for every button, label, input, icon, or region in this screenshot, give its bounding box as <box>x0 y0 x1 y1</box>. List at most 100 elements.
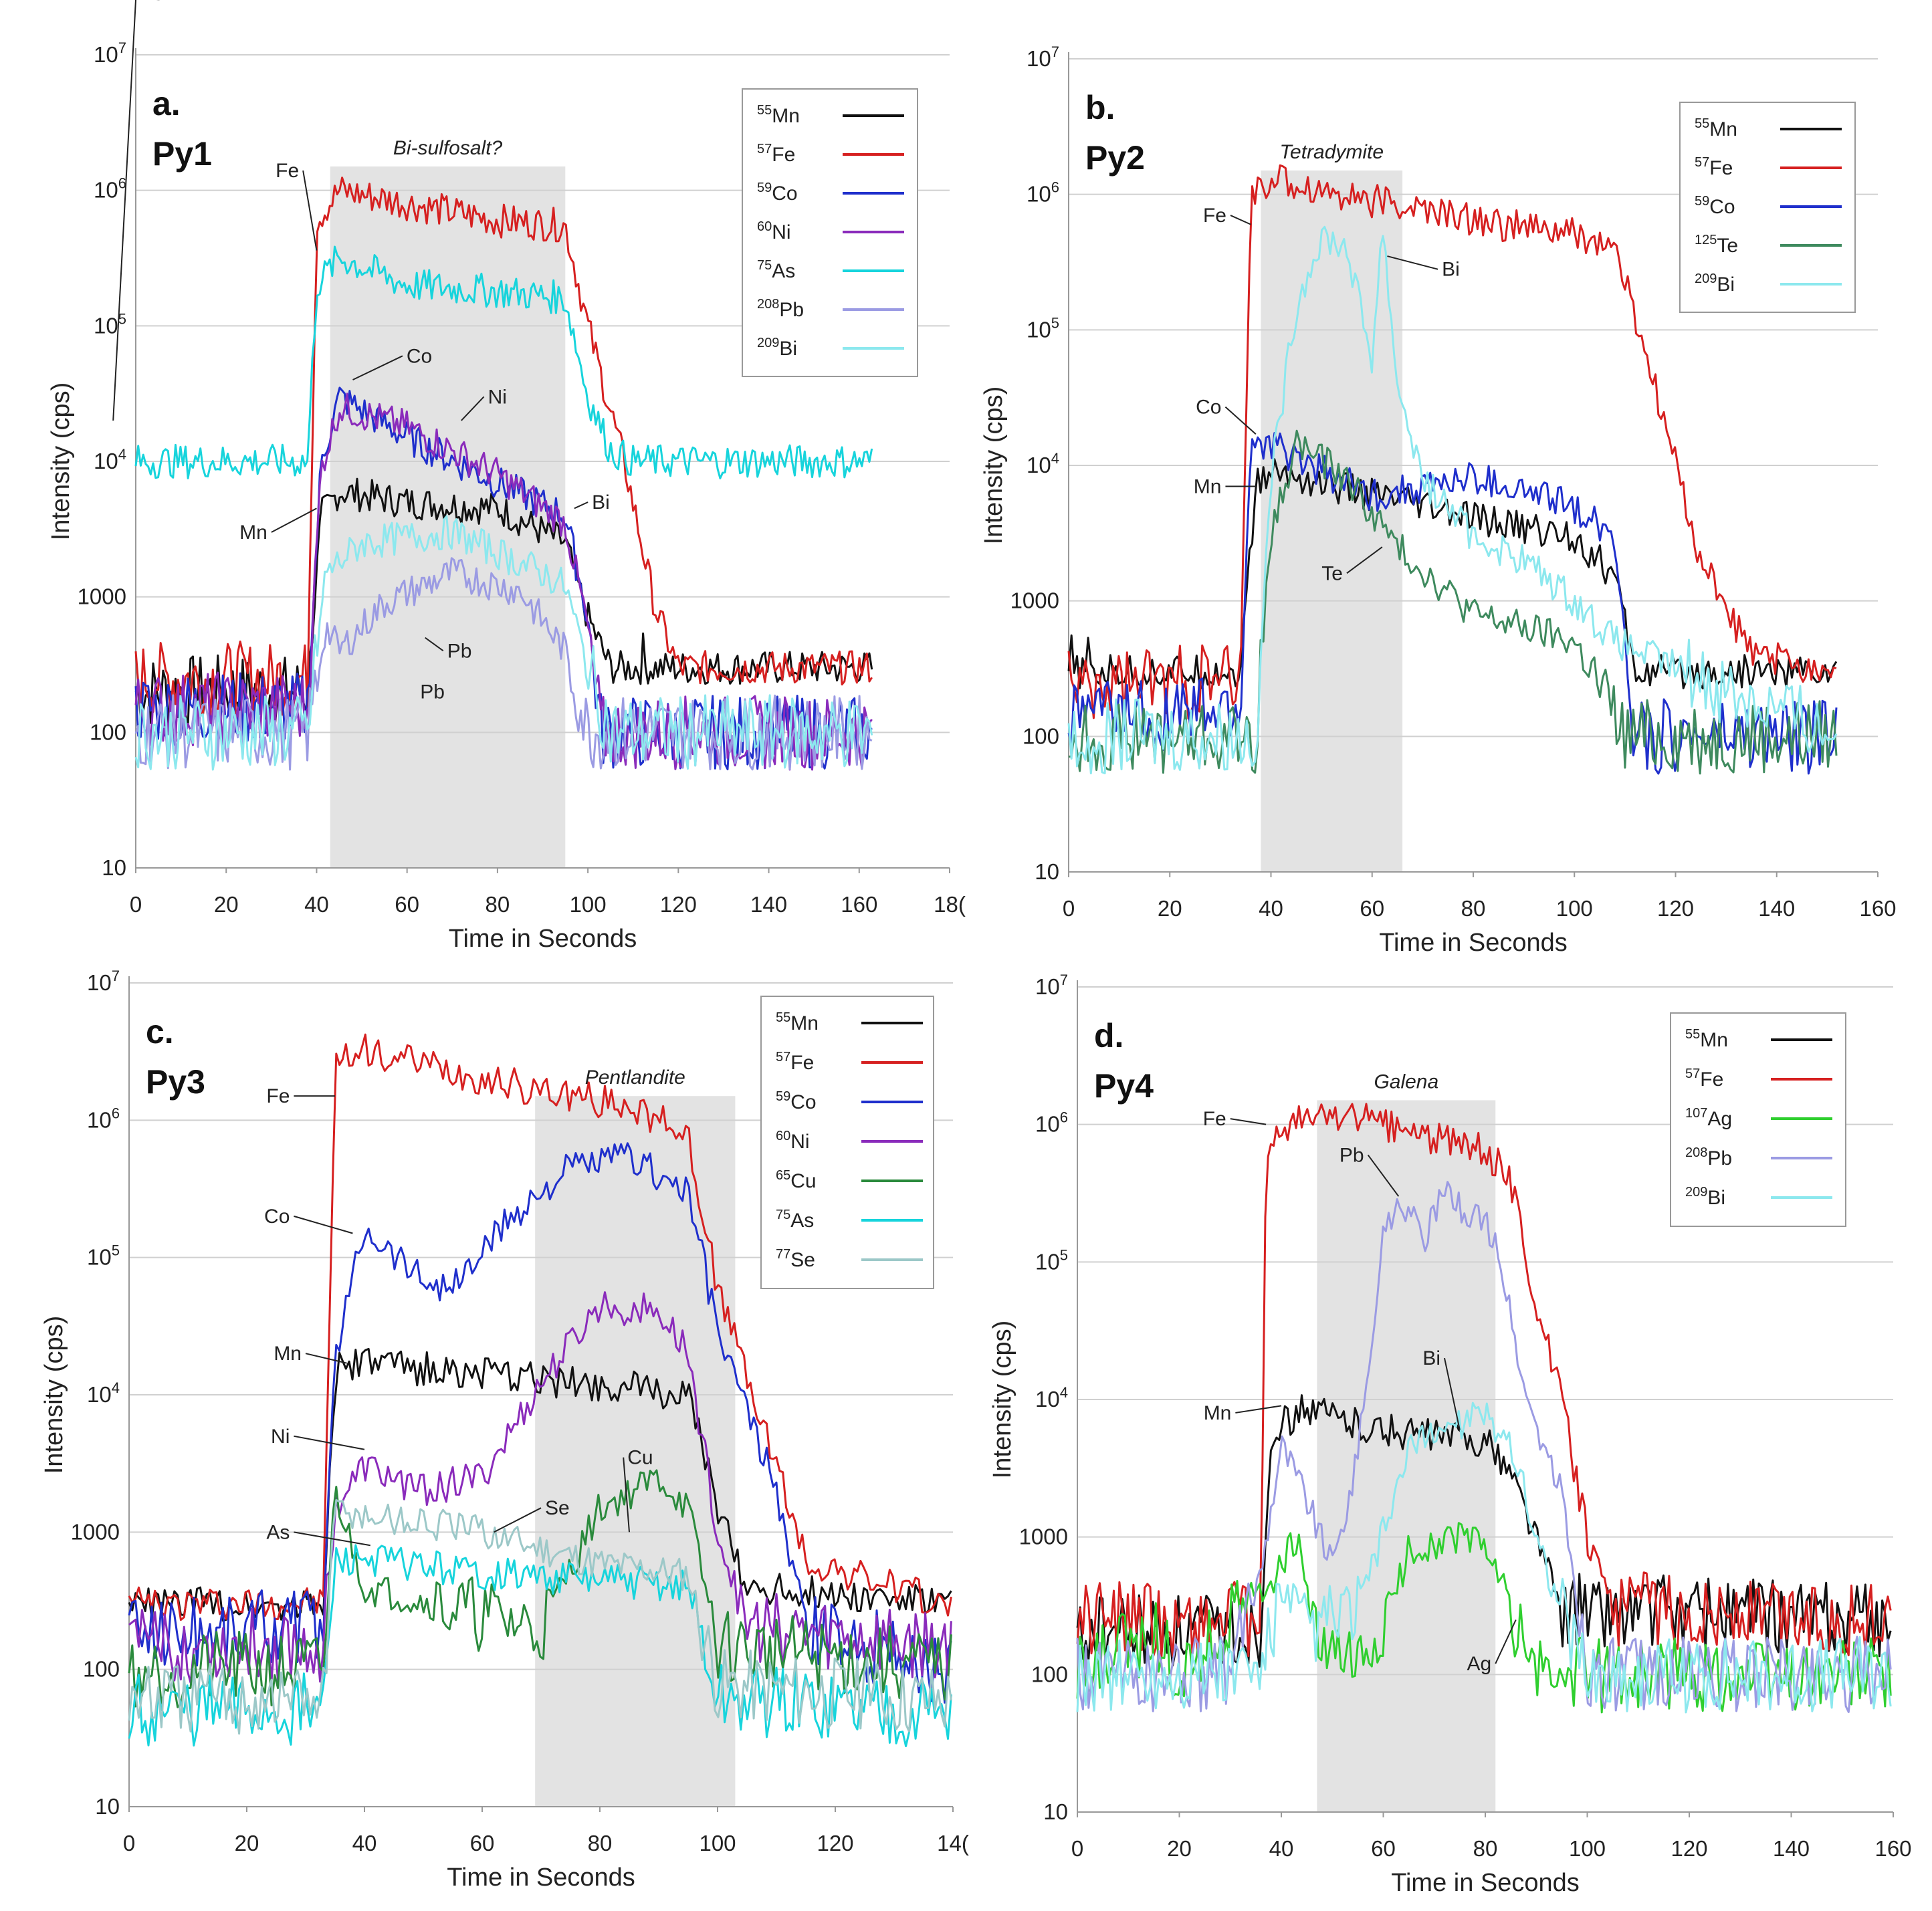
shaded-region <box>330 166 566 868</box>
y-tick-label: 10 <box>1035 859 1059 884</box>
x-tick-label: 140 <box>1773 1836 1810 1861</box>
annotation-leader <box>1346 546 1383 574</box>
annotation-leader <box>112 0 136 421</box>
series-line-ni <box>128 1291 952 1684</box>
panel-letter: b. <box>1085 89 1115 126</box>
x-tick-label: 140 <box>1758 896 1795 921</box>
x-tick-label: 60 <box>395 892 419 917</box>
x-tick-label: 20 <box>1158 896 1182 921</box>
legend-entry-label: 59Co <box>1695 194 1735 218</box>
annotation-leader <box>271 508 317 533</box>
region-label: Bi-sulfosalt? <box>393 137 503 159</box>
annotation-label: Co <box>264 1206 290 1228</box>
x-tick-label: 0 <box>1071 1836 1083 1861</box>
y-tick-label: 106 <box>87 1105 120 1132</box>
legend-entry-label: 55Mn <box>1685 1027 1728 1051</box>
series-line-fe <box>134 177 873 717</box>
y-tick-label: 1000 <box>78 584 126 609</box>
annotation-leader <box>494 1507 542 1533</box>
x-axis-label: Time in Seconds <box>1391 1869 1580 1897</box>
legend-entry-label: 208Pb <box>757 297 804 321</box>
legend-entry-label: 57Fe <box>776 1050 814 1074</box>
y-tick-label: 10 <box>95 1794 120 1819</box>
panel-b: 10 100 1000 104 105 106 107 0 20 40 60 80 100 120 140 1… <box>980 43 1897 957</box>
x-tick-label: 0 <box>1063 896 1075 921</box>
annotation-label: Mn <box>274 1343 302 1365</box>
y-tick-label: 106 <box>94 175 126 203</box>
annotation-label: As <box>266 1521 290 1543</box>
y-tick-label: 10 <box>1043 1799 1068 1824</box>
annotation-label: Co <box>407 345 432 367</box>
legend-entry-label: 57Fe <box>1695 155 1733 179</box>
panel-letter: c. <box>146 1013 174 1050</box>
y-tick-label: 100 <box>1023 723 1059 748</box>
annotation-label: Bi <box>592 491 610 514</box>
annotation-label: Bi <box>1442 259 1460 281</box>
y-tick-label: 1000 <box>1010 588 1059 613</box>
legend-entry-label: 57Fe <box>757 142 795 166</box>
annotation-leader <box>1367 1154 1400 1197</box>
annotation-label: Mn <box>1194 475 1222 497</box>
annotation-leader <box>1230 1118 1267 1125</box>
y-axis-label: Intensity (cps) <box>40 1316 68 1474</box>
legend-entry-label: 75As <box>776 1208 814 1232</box>
x-tick-label: 100 <box>699 1831 736 1856</box>
x-tick-label: 40 <box>1269 1836 1294 1861</box>
legend-entry-label: 209Bi <box>1685 1185 1725 1209</box>
series-line-co <box>128 1142 952 1704</box>
annotation-label: Ni <box>271 1426 290 1448</box>
panel-c: 10 100 1000 104 105 106 107 0 20 40 60 80 100 120 14(T… <box>40 968 969 1892</box>
y-tick-label: 100 <box>90 719 126 744</box>
y-tick-label: 100 <box>83 1657 120 1682</box>
sample-name: Py4 <box>1094 1067 1154 1105</box>
annotation-leader <box>1444 1357 1461 1430</box>
annotation-label: Mn <box>239 522 267 544</box>
y-tick-label: 105 <box>94 310 126 338</box>
legend-entry-label: 107Ag <box>1685 1106 1732 1130</box>
y-tick-label: 105 <box>87 1242 120 1270</box>
annotation-leader <box>294 1531 370 1547</box>
x-tick-label: 80 <box>486 892 510 917</box>
series-line-pb <box>134 557 873 771</box>
sample-name: Py2 <box>1085 139 1145 177</box>
series-line-mn <box>1067 458 1838 689</box>
legend-entry-label: 55Mn <box>776 1010 819 1034</box>
y-tick-label: 106 <box>1035 1109 1068 1137</box>
panel-a: 10 100 1000 104 105 106 107 0 20 40 60 80 100 120 140 1… <box>47 0 966 953</box>
series-line-bi <box>1067 225 1838 775</box>
x-tick-label: 20 <box>1167 1836 1192 1861</box>
annotation-label: Te <box>1321 562 1343 584</box>
series-line-pb <box>1076 1181 1892 1713</box>
x-tick-label: 20 <box>235 1831 259 1856</box>
y-tick-label: 1000 <box>71 1519 120 1544</box>
series-line-fe <box>1076 1103 1892 1659</box>
series-line-cu <box>128 1469 952 1708</box>
legend-entry-label: 125Te <box>1695 233 1738 257</box>
y-axis-label: Intensity (cps) <box>988 1321 1016 1479</box>
panel-letter: a. <box>152 85 181 122</box>
x-tick-label: 40 <box>304 892 329 917</box>
y-axis-label: Intensity (cps) <box>980 386 1008 545</box>
x-tick-label: 20 <box>214 892 239 917</box>
x-tick-label: 140 <box>750 892 787 917</box>
x-tick-label: 80 <box>588 1831 613 1856</box>
x-tick-label: 100 <box>1556 896 1593 921</box>
y-tick-label: 104 <box>87 1379 120 1407</box>
annotation-label: Fe <box>276 160 299 182</box>
panel-letter: d. <box>1094 1017 1123 1054</box>
x-tick-label: 14( <box>937 1831 969 1856</box>
y-tick-label: 107 <box>1027 43 1059 71</box>
y-tick-label: 107 <box>87 968 120 995</box>
y-tick-label: 107 <box>1035 972 1068 999</box>
series-line-fe <box>128 1033 952 1621</box>
x-tick-label: 120 <box>817 1831 853 1856</box>
x-tick-label: 40 <box>1259 896 1283 921</box>
annotation-leader <box>425 637 444 652</box>
series-line-te <box>1068 429 1838 775</box>
x-tick-label: 160 <box>1874 1836 1911 1861</box>
annotation-label: As <box>140 0 163 5</box>
x-tick-label: 120 <box>1657 896 1694 921</box>
legend-entry-label: 208Pb <box>1685 1145 1732 1169</box>
legend-entry-label: 77Se <box>776 1247 815 1271</box>
y-tick-label: 105 <box>1027 314 1059 342</box>
